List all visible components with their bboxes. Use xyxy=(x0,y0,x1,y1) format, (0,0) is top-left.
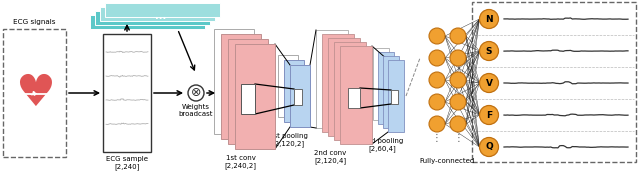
Text: 2nd conv
[2,120,4]: 2nd conv [2,120,4] xyxy=(314,150,346,164)
Text: ...: ... xyxy=(155,11,166,21)
Bar xyxy=(334,42,366,140)
Text: $\otimes$: $\otimes$ xyxy=(190,86,202,100)
Bar xyxy=(388,60,404,132)
Circle shape xyxy=(188,85,204,101)
Bar xyxy=(278,55,298,117)
Circle shape xyxy=(479,73,499,93)
Circle shape xyxy=(450,28,466,44)
Text: V: V xyxy=(486,79,493,88)
Text: F: F xyxy=(486,111,492,119)
Text: 1st conv
[2,240,2]: 1st conv [2,240,2] xyxy=(225,155,257,169)
Bar xyxy=(348,88,360,108)
Bar xyxy=(340,46,372,144)
Text: ⋮: ⋮ xyxy=(432,133,442,143)
Bar xyxy=(391,90,398,104)
Bar xyxy=(228,39,268,144)
Circle shape xyxy=(479,105,499,125)
Bar xyxy=(284,60,304,122)
Text: N: N xyxy=(485,15,493,24)
Circle shape xyxy=(450,116,466,132)
Text: ECG sample
[2,240]: ECG sample [2,240] xyxy=(106,156,148,170)
Circle shape xyxy=(450,72,466,88)
Text: S: S xyxy=(486,47,492,56)
Bar xyxy=(241,84,255,114)
Circle shape xyxy=(450,94,466,110)
Circle shape xyxy=(429,72,445,88)
Circle shape xyxy=(429,28,445,44)
Circle shape xyxy=(429,50,445,66)
Text: Q: Q xyxy=(485,142,493,151)
Text: ECG signals: ECG signals xyxy=(13,19,56,25)
Bar xyxy=(90,15,205,29)
Text: 1st pooling
[2,120,2]: 1st pooling [2,120,2] xyxy=(269,133,307,147)
Bar xyxy=(472,2,636,162)
Circle shape xyxy=(479,42,499,61)
Circle shape xyxy=(479,10,499,29)
Text: Fully-connected: Fully-connected xyxy=(420,158,475,164)
Bar xyxy=(383,56,399,128)
Circle shape xyxy=(479,137,499,157)
Circle shape xyxy=(450,50,466,66)
Bar xyxy=(100,7,215,21)
Bar xyxy=(214,29,254,134)
Circle shape xyxy=(429,94,445,110)
Text: ⋮: ⋮ xyxy=(453,133,463,143)
Bar xyxy=(294,89,302,105)
Bar xyxy=(105,3,220,17)
Bar xyxy=(378,52,394,124)
Text: 2nd pooling
[2,60,4]: 2nd pooling [2,60,4] xyxy=(362,138,403,152)
Bar xyxy=(235,44,275,149)
Bar xyxy=(322,34,354,132)
Bar xyxy=(95,11,210,25)
Bar xyxy=(373,48,389,120)
Bar xyxy=(103,34,151,152)
Text: ♥: ♥ xyxy=(15,72,54,114)
Text: Weights
broadcast: Weights broadcast xyxy=(179,104,213,117)
Bar xyxy=(290,65,310,127)
Bar xyxy=(221,34,261,139)
Bar xyxy=(316,30,348,128)
Bar xyxy=(328,38,360,136)
Circle shape xyxy=(429,116,445,132)
Bar xyxy=(3,29,66,157)
